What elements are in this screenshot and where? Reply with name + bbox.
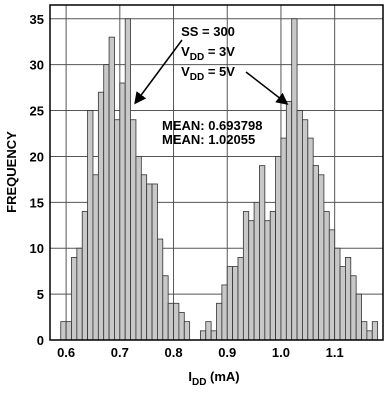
bar bbox=[81, 211, 88, 341]
bar bbox=[76, 247, 83, 341]
bar bbox=[264, 220, 271, 341]
x-tick-label: 0.6 bbox=[57, 345, 75, 360]
bar bbox=[216, 302, 223, 341]
bar bbox=[291, 18, 298, 341]
bar bbox=[157, 238, 164, 341]
y-axis-title: FREQUENCY bbox=[4, 131, 19, 213]
bar bbox=[339, 266, 346, 341]
annotation-main: SS = 300 bbox=[181, 24, 235, 39]
x-tick-label: 0.7 bbox=[111, 345, 129, 360]
bar bbox=[178, 312, 185, 341]
bar bbox=[371, 321, 379, 341]
bar bbox=[307, 137, 314, 341]
bar bbox=[248, 220, 255, 341]
bar bbox=[221, 284, 228, 341]
annotation-rest: = 3V bbox=[204, 44, 235, 59]
annotation: MEAN: 1.02055 bbox=[162, 132, 255, 147]
bar bbox=[355, 293, 362, 341]
bar bbox=[302, 119, 309, 341]
bar bbox=[183, 321, 191, 341]
x-axis-title-rest: (mA) bbox=[206, 369, 239, 384]
bar bbox=[167, 302, 174, 341]
arrow bbox=[134, 39, 183, 105]
bar bbox=[323, 211, 330, 341]
annotation-sub: DD bbox=[190, 52, 204, 63]
x-axis-title: IDD (mA) bbox=[188, 369, 239, 388]
y-tick-label: 20 bbox=[30, 149, 44, 164]
annotation-main: V bbox=[181, 44, 190, 59]
bar bbox=[103, 64, 110, 341]
annotation: MEAN: 0.693798 bbox=[162, 118, 262, 133]
bar bbox=[259, 165, 266, 341]
bar bbox=[296, 110, 303, 341]
bar bbox=[334, 247, 341, 341]
bar bbox=[237, 256, 244, 341]
annotation-main: MEAN: 0.693798 bbox=[162, 118, 262, 133]
bar bbox=[71, 256, 78, 341]
bar bbox=[242, 211, 250, 341]
y-tick-label: 35 bbox=[30, 12, 44, 27]
bar bbox=[285, 100, 293, 341]
bar bbox=[350, 275, 357, 341]
bar bbox=[87, 110, 94, 341]
x-axis-title-sub: DD bbox=[192, 377, 206, 388]
annotation: VDD = 5V bbox=[181, 64, 235, 83]
bar bbox=[151, 183, 158, 341]
bar bbox=[92, 174, 99, 341]
bar bbox=[318, 174, 325, 341]
annotation: VDD = 3V bbox=[181, 44, 235, 63]
bar bbox=[345, 256, 352, 341]
annotation-main: MEAN: 1.02055 bbox=[162, 132, 255, 147]
y-tick-label: 5 bbox=[37, 287, 44, 302]
bar bbox=[205, 321, 212, 341]
bar bbox=[361, 321, 368, 341]
annotation-rest: = 5V bbox=[204, 64, 235, 79]
bar bbox=[226, 266, 234, 341]
bar bbox=[114, 119, 121, 341]
y-tick-label: 10 bbox=[30, 241, 44, 256]
arrow bbox=[245, 71, 289, 105]
bar bbox=[60, 321, 67, 341]
bar bbox=[312, 165, 319, 341]
bar bbox=[140, 174, 148, 341]
bar bbox=[366, 330, 373, 341]
x-tick-label: 1.1 bbox=[326, 345, 344, 360]
bar bbox=[232, 266, 239, 341]
bar bbox=[275, 156, 282, 341]
annotation-sub: DD bbox=[190, 72, 204, 83]
x-tick-label: 0.8 bbox=[164, 345, 182, 360]
y-tick-label: 25 bbox=[30, 104, 44, 119]
bar bbox=[269, 211, 276, 341]
bar bbox=[146, 183, 153, 341]
bar bbox=[124, 18, 131, 341]
y-tick-label: 0 bbox=[37, 333, 44, 348]
plot-frame bbox=[49, 4, 384, 341]
bar bbox=[97, 91, 105, 341]
annotation-main: V bbox=[181, 64, 190, 79]
bar bbox=[108, 36, 115, 341]
y-tick-label: 15 bbox=[30, 195, 44, 210]
y-tick-label: 30 bbox=[30, 58, 44, 73]
bar bbox=[65, 321, 72, 341]
bar bbox=[119, 82, 126, 341]
bar bbox=[328, 229, 336, 341]
annotation: SS = 300 bbox=[181, 24, 235, 39]
bar bbox=[135, 156, 142, 341]
bar bbox=[162, 275, 169, 341]
bar bbox=[173, 302, 180, 341]
x-tick-label: 0.9 bbox=[218, 345, 236, 360]
bar bbox=[280, 137, 287, 341]
bar bbox=[199, 330, 207, 341]
x-axis-title-main: I bbox=[188, 369, 192, 384]
bar bbox=[210, 330, 217, 341]
bar bbox=[130, 119, 137, 341]
x-tick-label: 1.0 bbox=[272, 345, 290, 360]
bar bbox=[253, 201, 260, 341]
